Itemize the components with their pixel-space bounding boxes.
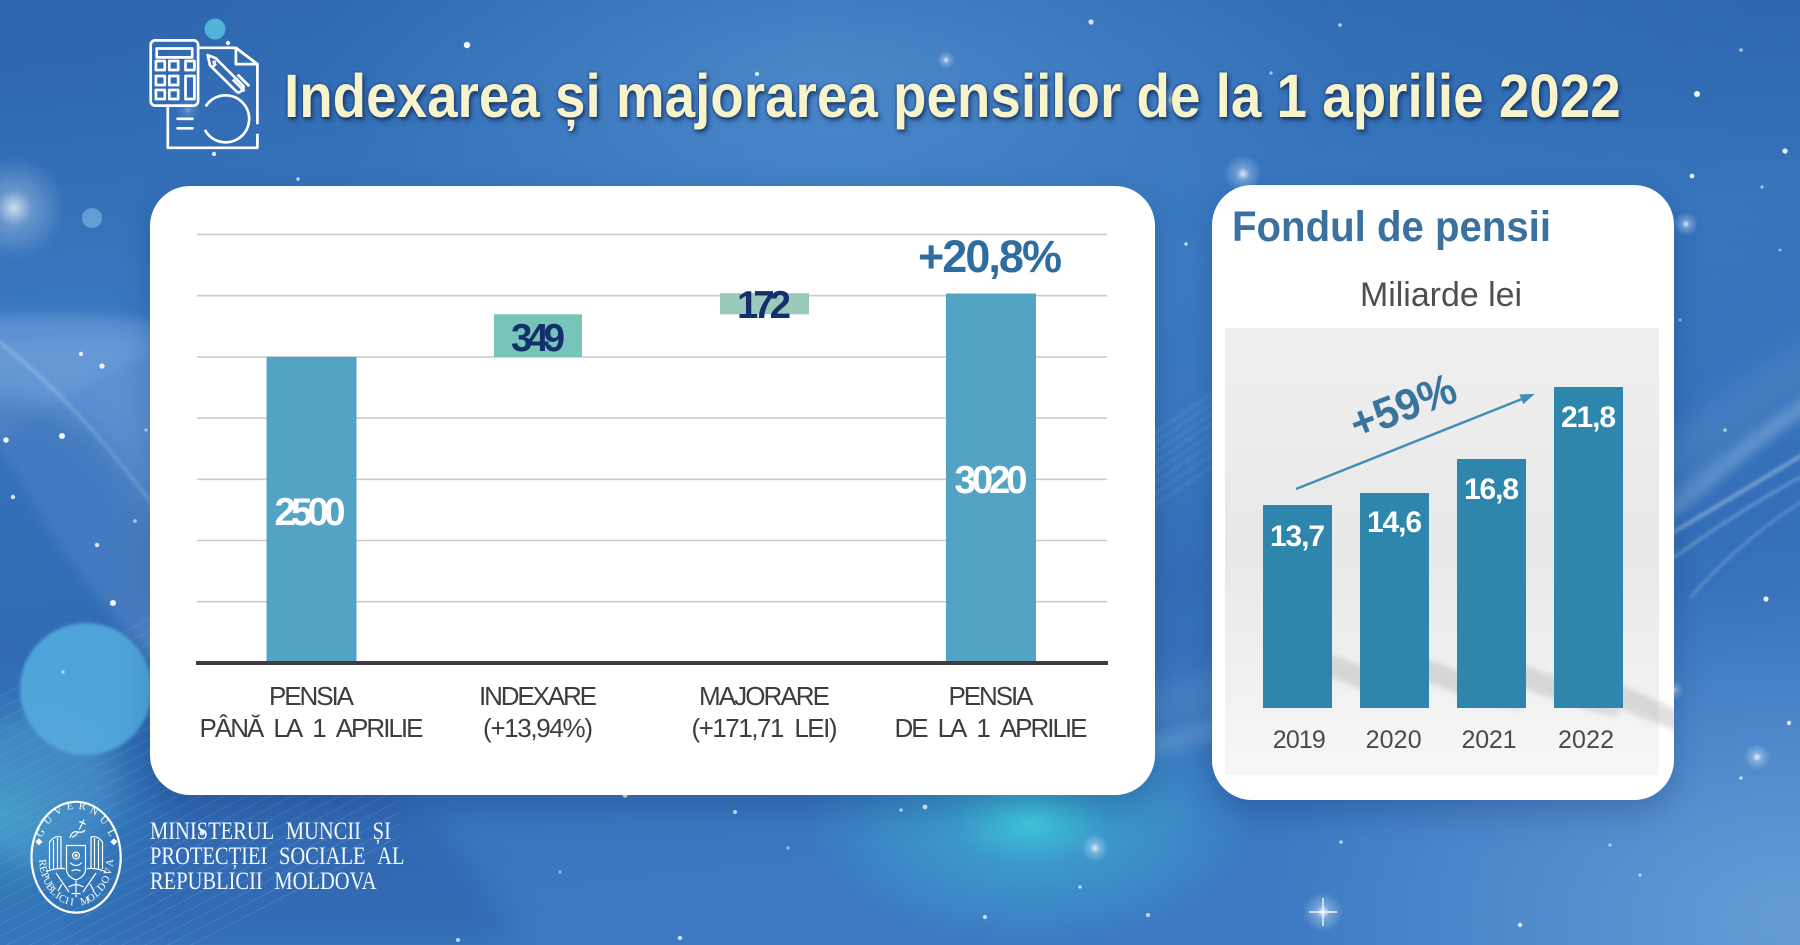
svg-text:MAJORARE: MAJORARE	[699, 681, 830, 711]
svg-text:2500: 2500	[275, 491, 346, 534]
svg-text:C: C	[57, 893, 68, 906]
svg-text:U: U	[97, 814, 110, 827]
svg-text:G: G	[35, 827, 48, 839]
svg-text:V: V	[102, 866, 115, 877]
svg-text:14,6: 14,6	[1367, 506, 1422, 539]
svg-text:E: E	[37, 865, 49, 874]
svg-text:I: I	[64, 896, 71, 908]
svg-text:Miliarde lei: Miliarde lei	[1360, 276, 1522, 314]
svg-text:E: E	[66, 801, 74, 813]
svg-text:INDEXARE: INDEXARE	[479, 681, 597, 711]
svg-text:21,8: 21,8	[1561, 401, 1616, 434]
svg-text:L: L	[91, 887, 103, 900]
svg-text:R: R	[36, 859, 48, 867]
svg-text:3020: 3020	[955, 459, 1028, 502]
svg-text:13,7: 13,7	[1270, 520, 1325, 553]
svg-text:16,8: 16,8	[1464, 473, 1519, 506]
svg-text:PENSIA: PENSIA	[949, 681, 1035, 711]
svg-text:2020: 2020	[1366, 726, 1422, 754]
svg-text:DE LA 1 APRILIE: DE LA 1 APRILIE	[895, 713, 1088, 743]
svg-text:L: L	[105, 828, 118, 839]
svg-text:R: R	[78, 801, 87, 813]
svg-text:349: 349	[511, 317, 565, 360]
svg-text:P: P	[38, 871, 50, 881]
svg-text:PENSIA: PENSIA	[269, 681, 355, 711]
svg-text:Fondul de pensii: Fondul de pensii	[1232, 203, 1551, 251]
svg-text:A: A	[104, 858, 116, 867]
svg-text:V: V	[53, 805, 65, 818]
svg-text:(+171,71 LEI): (+171,71 LEI)	[692, 713, 838, 743]
svg-text:172: 172	[737, 284, 791, 327]
svg-text:M: M	[79, 895, 92, 908]
svg-text:U: U	[42, 814, 55, 827]
svg-text:2019: 2019	[1273, 726, 1326, 754]
svg-text:2021: 2021	[1462, 726, 1517, 754]
svg-text:PÂNĂ LA 1 APRILIE: PÂNĂ LA 1 APRILIE	[200, 713, 424, 743]
svg-text:I: I	[53, 891, 62, 902]
svg-text:2022: 2022	[1558, 726, 1614, 754]
svg-text:I: I	[69, 897, 74, 908]
svg-text:N: N	[88, 805, 100, 818]
svg-text:+20,8%: +20,8%	[918, 231, 1062, 282]
svg-text:(+13,94%): (+13,94%)	[483, 713, 593, 743]
